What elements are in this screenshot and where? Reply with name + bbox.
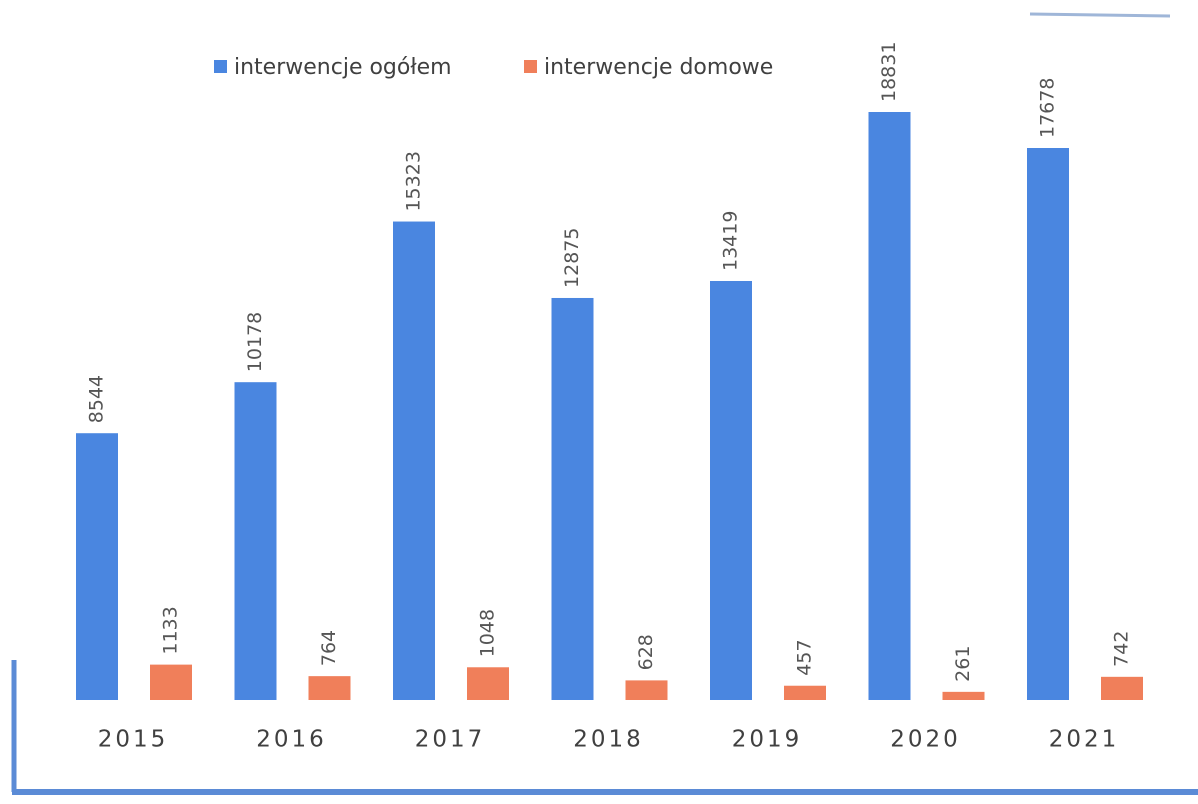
- x-tick-label: 2018: [573, 727, 644, 753]
- x-tick-label: 2017: [415, 727, 486, 753]
- legend-label: interwencje ogółem: [234, 55, 452, 80]
- bar: [551, 297, 594, 700]
- frame-top: [1029, 12, 1171, 18]
- legend-swatch: [214, 60, 227, 73]
- value-label: 261: [952, 646, 974, 682]
- bar: [76, 433, 118, 700]
- x-tick-label: 2016: [256, 727, 327, 753]
- bar: [308, 676, 351, 700]
- value-label: 1048: [477, 609, 499, 657]
- x-tick-label: 2020: [890, 727, 961, 753]
- value-label: 764: [318, 630, 340, 666]
- legend-swatch: [524, 60, 537, 73]
- value-label: 13419: [720, 211, 742, 271]
- x-tick-label: 2015: [98, 727, 169, 753]
- bar: [393, 221, 435, 701]
- value-label: 15323: [403, 151, 425, 211]
- bar: [467, 667, 509, 700]
- value-label: 457: [794, 639, 816, 675]
- bar: [1101, 676, 1143, 700]
- value-label: 8544: [86, 375, 108, 423]
- value-label: 1133: [160, 606, 182, 654]
- bar: [784, 685, 826, 700]
- x-tick-label: 2019: [732, 727, 803, 753]
- value-label: 17678: [1037, 78, 1059, 138]
- legend-label: interwencje domowe: [544, 55, 773, 80]
- bar: [234, 382, 277, 700]
- bar: [625, 680, 668, 700]
- value-label: 628: [635, 634, 657, 670]
- bar: [710, 280, 752, 700]
- bar: [942, 691, 985, 700]
- value-label: 18831: [878, 42, 900, 102]
- value-label: 12875: [561, 228, 583, 288]
- x-tick-label: 2021: [1049, 727, 1120, 753]
- value-label: 742: [1111, 631, 1133, 667]
- bar: [150, 664, 192, 700]
- bar: [1027, 148, 1069, 700]
- value-label: 10178: [244, 312, 266, 372]
- bar: [868, 112, 911, 700]
